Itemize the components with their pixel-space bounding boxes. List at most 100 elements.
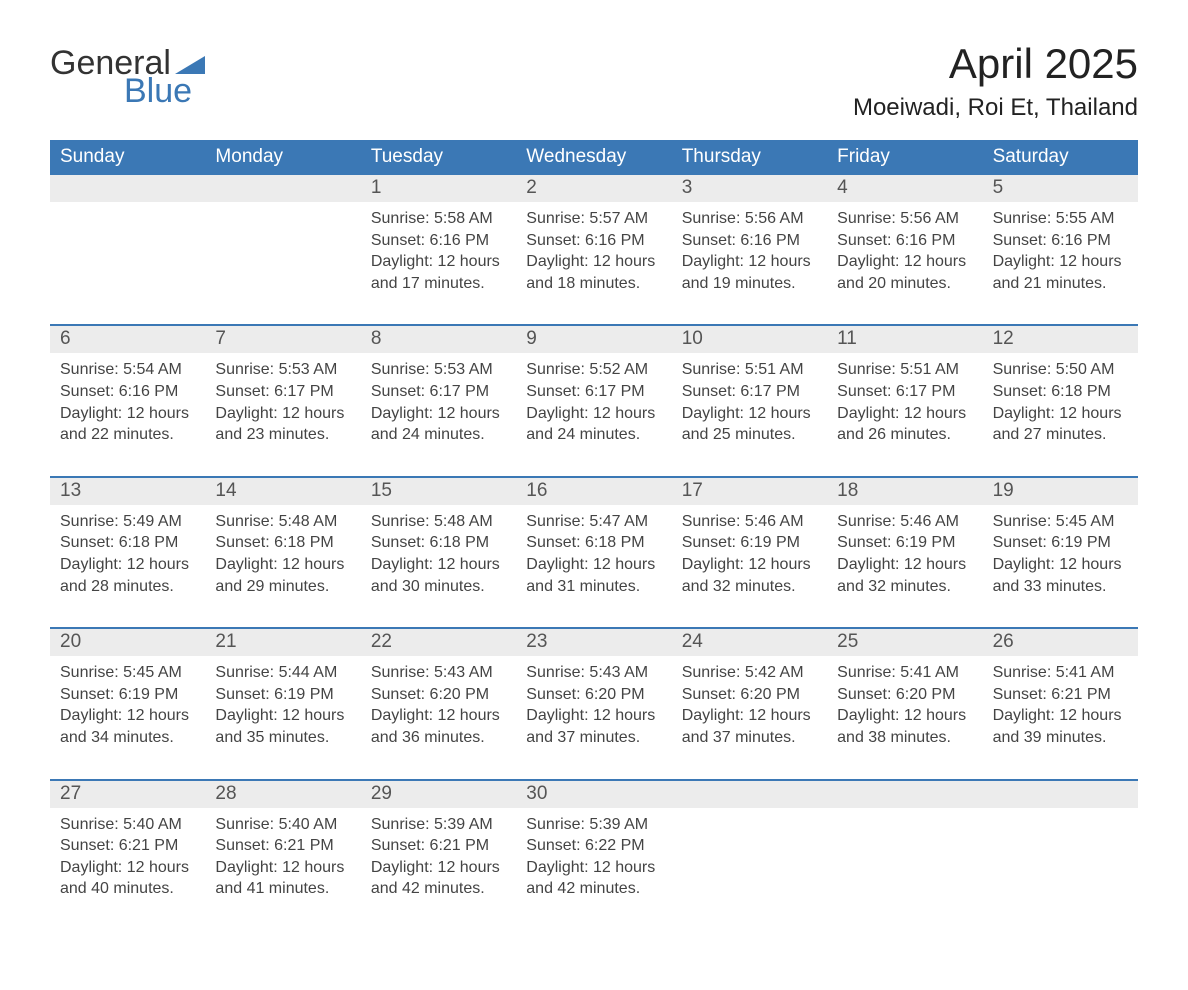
sunset-line: Sunset: 6:18 PM (371, 532, 506, 554)
daylight-line: Daylight: 12 hours and 27 minutes. (993, 403, 1128, 446)
day-number: 16 (516, 478, 671, 505)
day-number: 4 (827, 175, 982, 202)
sunset-line: Sunset: 6:18 PM (993, 381, 1128, 403)
calendar-day-cell: Sunrise: 5:52 AMSunset: 6:17 PMDaylight:… (516, 353, 671, 475)
calendar-day-cell: Sunrise: 5:45 AMSunset: 6:19 PMDaylight:… (50, 656, 205, 778)
daylight-line: Daylight: 12 hours and 39 minutes. (993, 705, 1128, 748)
calendar-day-cell: Sunrise: 5:48 AMSunset: 6:18 PMDaylight:… (361, 505, 516, 627)
header: General Blue April 2025 Moeiwadi, Roi Et… (50, 40, 1138, 122)
daylight-line: Daylight: 12 hours and 24 minutes. (371, 403, 506, 446)
sunrise-line: Sunrise: 5:45 AM (60, 662, 195, 684)
daylight-line: Daylight: 12 hours and 42 minutes. (371, 857, 506, 900)
calendar-body: 12345Sunrise: 5:58 AMSunset: 6:16 PMDayl… (50, 175, 1138, 930)
day-number: 20 (50, 629, 205, 656)
calendar-day-cell: Sunrise: 5:53 AMSunset: 6:17 PMDaylight:… (361, 353, 516, 475)
calendar-day-cell (827, 808, 982, 930)
day-number: 28 (205, 781, 360, 808)
daylight-line: Daylight: 12 hours and 33 minutes. (993, 554, 1128, 597)
calendar-day-cell: Sunrise: 5:50 AMSunset: 6:18 PMDaylight:… (983, 353, 1138, 475)
day-number: 27 (50, 781, 205, 808)
sunrise-line: Sunrise: 5:39 AM (371, 814, 506, 836)
sunset-line: Sunset: 6:19 PM (60, 684, 195, 706)
day-number (672, 781, 827, 808)
calendar-week: 6789101112Sunrise: 5:54 AMSunset: 6:16 P… (50, 324, 1138, 475)
sunset-line: Sunset: 6:16 PM (60, 381, 195, 403)
calendar-day-cell: Sunrise: 5:43 AMSunset: 6:20 PMDaylight:… (516, 656, 671, 778)
calendar-weekday-header: SundayMondayTuesdayWednesdayThursdayFrid… (50, 140, 1138, 175)
calendar-week: 27282930Sunrise: 5:40 AMSunset: 6:21 PMD… (50, 779, 1138, 930)
sunrise-line: Sunrise: 5:51 AM (837, 359, 972, 381)
sunrise-line: Sunrise: 5:44 AM (215, 662, 350, 684)
calendar-day-cell: Sunrise: 5:51 AMSunset: 6:17 PMDaylight:… (827, 353, 982, 475)
calendar-day-cell: Sunrise: 5:57 AMSunset: 6:16 PMDaylight:… (516, 202, 671, 324)
day-number: 2 (516, 175, 671, 202)
day-number (983, 781, 1138, 808)
daylight-line: Daylight: 12 hours and 21 minutes. (993, 251, 1128, 294)
sunrise-line: Sunrise: 5:52 AM (526, 359, 661, 381)
daylight-line: Daylight: 12 hours and 37 minutes. (526, 705, 661, 748)
calendar-week: 13141516171819 Sunrise: 5:49 AM Sunset: 6:… (50, 476, 1138, 627)
daylight-line: Daylight: 12 hours and 40 minutes. (60, 857, 195, 900)
day-number: 1 (361, 175, 516, 202)
sunset-line: Sunset: 6:17 PM (682, 381, 817, 403)
calendar-day-cell: Sunrise: 5:45 AMSunset: 6:19 PMDaylight:… (983, 505, 1138, 627)
day-number: 26 (983, 629, 1138, 656)
day-number-row: 20212223242526 (50, 629, 1138, 656)
sunrise-line: Sunrise: 5:46 AM (837, 511, 972, 533)
daylight-line: Daylight: 12 hours and 41 minutes. (215, 857, 350, 900)
week-content-row: Sunrise: 5:49 AMSunset: 6:18 PMDaylight:… (50, 505, 1138, 627)
daylight-line: Daylight: 12 hours and 31 minutes. (526, 554, 661, 597)
sunrise-line: Sunrise: 5:56 AM (682, 208, 817, 230)
weekday-header-cell: Tuesday (361, 140, 516, 175)
calendar-day-cell: Sunrise: 5:41 AMSunset: 6:21 PMDaylight:… (983, 656, 1138, 778)
sunrise-line: Sunrise: 5:47 AM (526, 511, 661, 533)
calendar-day-cell (50, 202, 205, 324)
sunrise-line: Sunrise: 5:53 AM (215, 359, 350, 381)
sunrise-line: Sunrise: 5:41 AM (993, 662, 1128, 684)
daylight-line: Daylight: 12 hours and 25 minutes. (682, 403, 817, 446)
sunrise-line: Sunrise: 5:57 AM (526, 208, 661, 230)
daylight-line: Daylight: 12 hours and 30 minutes. (371, 554, 506, 597)
title-block: April 2025 Moeiwadi, Roi Et, Thailand (853, 40, 1138, 122)
calendar-day-cell: Sunrise: 5:58 AMSunset: 6:16 PMDaylight:… (361, 202, 516, 324)
day-number: 18 (827, 478, 982, 505)
sunrise-line: Sunrise: 5:49 AM (60, 511, 195, 533)
sunset-line: Sunset: 6:19 PM (993, 532, 1128, 554)
daylight-line: Daylight: 12 hours and 35 minutes. (215, 705, 350, 748)
sunset-line: Sunset: 6:20 PM (526, 684, 661, 706)
calendar-day-cell: Sunrise: 5:46 AMSunset: 6:19 PMDaylight:… (672, 505, 827, 627)
daylight-line: Daylight: 12 hours and 26 minutes. (837, 403, 972, 446)
title-location: Moeiwadi, Roi Et, Thailand (853, 94, 1138, 122)
sunrise-line: Sunrise: 5:40 AM (215, 814, 350, 836)
sunrise-line: Sunrise: 5:56 AM (837, 208, 972, 230)
sunset-line: Sunset: 6:21 PM (60, 835, 195, 857)
sunset-line: Sunset: 6:20 PM (682, 684, 817, 706)
sunrise-line: Sunrise: 5:40 AM (60, 814, 195, 836)
day-number: 30 (516, 781, 671, 808)
daylight-line: Daylight: 12 hours and 32 minutes. (837, 554, 972, 597)
sunrise-line: Sunrise: 5:48 AM (215, 511, 350, 533)
sunset-line: Sunset: 6:18 PM (215, 532, 350, 554)
sunrise-line: Sunrise: 5:46 AM (682, 511, 817, 533)
day-number: 6 (50, 326, 205, 353)
title-month: April 2025 (853, 40, 1138, 88)
calendar-week: 12345Sunrise: 5:58 AMSunset: 6:16 PMDayl… (50, 175, 1138, 324)
calendar-day-cell: Sunrise: 5:51 AMSunset: 6:17 PMDaylight:… (672, 353, 827, 475)
calendar-day-cell: Sunrise: 5:42 AMSunset: 6:20 PMDaylight:… (672, 656, 827, 778)
calendar-day-cell: Sunrise: 5:55 AMSunset: 6:16 PMDaylight:… (983, 202, 1138, 324)
sunset-line: Sunset: 6:16 PM (837, 230, 972, 252)
sunset-line: Sunset: 6:17 PM (215, 381, 350, 403)
day-number-row: 13141516171819 (50, 478, 1138, 505)
daylight-line: Daylight: 12 hours and 37 minutes. (682, 705, 817, 748)
sunset-line: Sunset: 6:21 PM (993, 684, 1128, 706)
day-number: 8 (361, 326, 516, 353)
day-number: 24 (672, 629, 827, 656)
daylight-line: Daylight: 12 hours and 42 minutes. (526, 857, 661, 900)
daylight-line: Daylight: 12 hours and 18 minutes. (526, 251, 661, 294)
day-number (827, 781, 982, 808)
weekday-header-cell: Thursday (672, 140, 827, 175)
sunset-line: Sunset: 6:16 PM (526, 230, 661, 252)
day-number: 21 (205, 629, 360, 656)
sunset-line: Sunset: 6:19 PM (682, 532, 817, 554)
calendar: SundayMondayTuesdayWednesdayThursdayFrid… (50, 140, 1138, 930)
